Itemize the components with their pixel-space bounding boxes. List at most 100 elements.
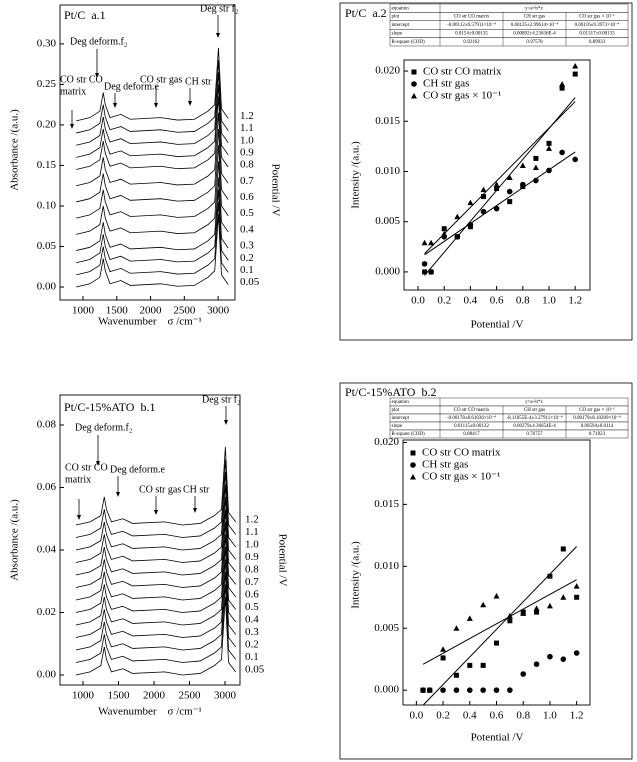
y-tick-label: 0.015 (375, 115, 400, 127)
table-row (389, 37, 629, 47)
annotation: matrix (60, 86, 86, 97)
spectrum-line (76, 161, 229, 235)
marker-triangle (426, 687, 433, 693)
series-label: 0.2 (240, 252, 254, 264)
x-tick-label: 2000 (140, 305, 163, 317)
marker-square (507, 618, 513, 624)
marker-square (559, 85, 565, 91)
x-tick-label: 0.8 (516, 295, 530, 307)
annotation: CH str (185, 76, 212, 87)
table-cell: 0.76757 (526, 432, 543, 437)
y-tick-label: 0.000 (375, 265, 400, 277)
marker-triangle (466, 615, 473, 621)
legend-label: CH str gas (422, 459, 468, 471)
fit-line (424, 151, 576, 256)
y-tick-label: 0.06 (37, 481, 57, 493)
arrow-head (96, 461, 100, 466)
table-cell: y=a+b*x (525, 6, 543, 11)
series-label: 1.1 (245, 526, 259, 538)
marker-circle (546, 167, 552, 174)
marker-triangle (428, 239, 435, 246)
spectrum-line (76, 96, 229, 170)
legend-marker (411, 69, 417, 75)
chart-title: Pt/C-15%ATO b.1 (64, 400, 155, 414)
y-tick-label: 0.000 (374, 684, 399, 696)
marker-square (467, 662, 473, 668)
x-tick-label: 1500 (108, 690, 131, 702)
legend-label: CO str CO matrix (422, 447, 501, 459)
spectrum-line (76, 60, 229, 134)
y-tick-label: 0.010 (374, 560, 399, 572)
series-label: 0.1 (245, 651, 259, 663)
legend-marker (410, 450, 416, 456)
arrow-head (193, 508, 197, 513)
x-tick-label: 0.2 (437, 295, 451, 307)
table-cell: 0.89933 (589, 40, 606, 45)
series-label: 0.4 (245, 613, 259, 625)
series-label: 0.1 (240, 264, 254, 276)
table-cell: equation (392, 6, 410, 11)
marker-triangle (519, 162, 526, 168)
x-tick-label: 0.4 (463, 710, 477, 722)
marker-triangle (441, 230, 448, 237)
marker-square (480, 662, 486, 668)
marker-triangle (572, 63, 579, 69)
series-label: 0.9 (240, 146, 254, 158)
legend-label: CO str gas × 10⁻¹ (422, 471, 500, 483)
table-cell: R-square (COD) (392, 40, 426, 45)
table-row (389, 429, 629, 439)
series-label: 1.1 (240, 122, 254, 134)
spectrum-line (75, 559, 236, 638)
y-axis-label: Intensity /(a.u.) (350, 141, 362, 209)
y-tick-label: 0.10 (37, 200, 57, 212)
marker-triangle (532, 164, 539, 170)
marker-triangle (420, 687, 427, 693)
arrow-head (77, 515, 81, 520)
annotation: CO str gas (139, 484, 181, 495)
series-label: 0.4 (240, 223, 254, 235)
y-tick-label: 0.15 (37, 159, 57, 171)
y-tick-label: 0.005 (375, 215, 400, 227)
y-tick-label: 0.30 (37, 37, 57, 49)
x-tick-label: 2500 (179, 690, 202, 702)
marker-triangle (506, 612, 513, 619)
annotation: Deg deform.f₂ (70, 36, 127, 47)
series-label: 1.2 (245, 513, 259, 525)
marker-square (453, 672, 459, 678)
y-tick-label: 0.04 (37, 544, 57, 556)
table-cell: 0.71023 (589, 432, 606, 437)
y-tick-label: 0.015 (374, 498, 399, 510)
marker-triangle (453, 625, 460, 631)
series-label: 0.3 (240, 240, 254, 252)
table-cell: 0.88417 (463, 432, 480, 437)
spectrum-line (75, 534, 236, 613)
table-cell: CH str gas (524, 15, 545, 20)
marker-circle (559, 149, 565, 156)
marker-circle (560, 656, 567, 662)
marker-circle (493, 687, 500, 693)
table-cell: 0.00125±2.99614×10⁻⁴ (511, 22, 559, 28)
arrow-head (154, 103, 158, 108)
legend-marker (410, 462, 416, 468)
chart-title: Pt/C-15%ATO b.2 (345, 385, 436, 399)
marker-circle (453, 687, 460, 693)
series-label: 0.05 (245, 663, 265, 675)
x-tick-label: 1000 (72, 305, 95, 317)
marker-square (534, 609, 540, 615)
table-cell: CH str gas (524, 408, 545, 413)
marker-square (441, 226, 447, 232)
chart-title: Pt/C a.2 (345, 6, 387, 20)
spectrum-line (75, 546, 236, 626)
spectrum-line (76, 177, 229, 251)
annotation: matrix (65, 474, 91, 485)
marker-circle (480, 208, 487, 215)
table-cell: 0.01317±0.00133 (579, 32, 615, 37)
marker-triangle (454, 213, 461, 220)
x-tick-label: 1.0 (543, 710, 557, 722)
y-tick-label: 0.20 (37, 118, 57, 130)
panel-box (339, 382, 633, 760)
table-cell: 0.0154±0.00135 (455, 32, 488, 37)
annotation: CH str (183, 484, 210, 495)
marker-square (494, 186, 500, 192)
